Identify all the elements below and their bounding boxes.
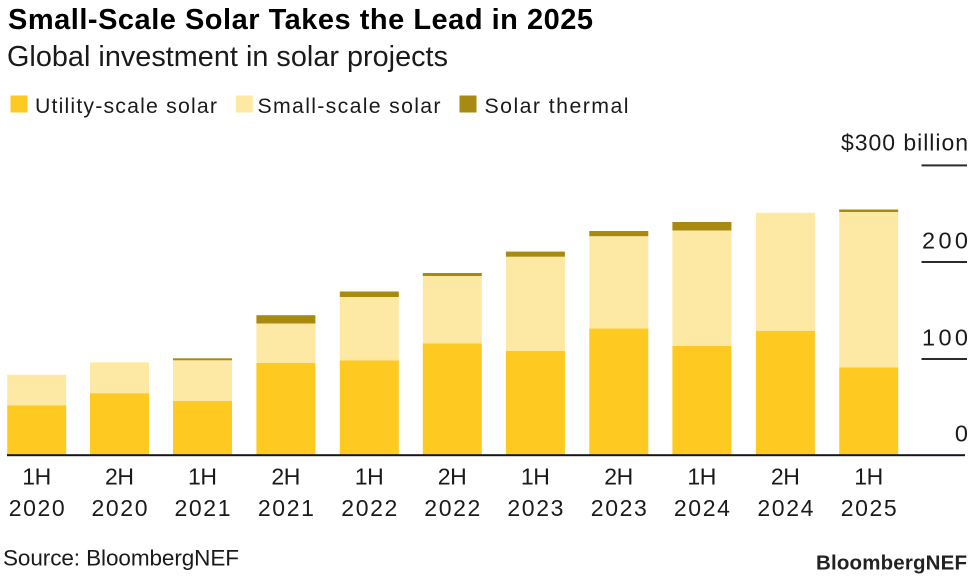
svg-text:2H: 2H <box>771 463 800 489</box>
svg-text:100: 100 <box>922 325 968 351</box>
svg-text:2H: 2H <box>105 463 134 489</box>
svg-text:2023: 2023 <box>591 495 647 521</box>
svg-text:0: 0 <box>955 421 968 447</box>
svg-text:2H: 2H <box>604 463 633 489</box>
svg-text:Global investment in solar pro: Global investment in solar projects <box>7 41 448 73</box>
svg-text:Small-scale solar: Small-scale solar <box>258 94 441 118</box>
svg-text:2022: 2022 <box>341 495 397 521</box>
svg-text:2020: 2020 <box>92 495 148 521</box>
svg-text:2023: 2023 <box>507 495 563 521</box>
svg-text:Solar thermal: Solar thermal <box>485 94 629 118</box>
svg-text:2024: 2024 <box>757 495 813 521</box>
svg-text:2020: 2020 <box>9 495 65 521</box>
svg-text:2022: 2022 <box>424 495 480 521</box>
svg-text:$300 billion: $300 billion <box>841 130 968 156</box>
svg-text:1H: 1H <box>22 463 51 489</box>
svg-text:1H: 1H <box>854 463 883 489</box>
svg-text:1H: 1H <box>188 463 217 489</box>
svg-text:BloombergNEF: BloombergNEF <box>816 552 967 575</box>
svg-text:1H: 1H <box>355 463 384 489</box>
svg-text:2021: 2021 <box>258 495 314 521</box>
svg-text:1H: 1H <box>687 463 716 489</box>
svg-text:200: 200 <box>922 228 968 254</box>
svg-text:2H: 2H <box>271 463 300 489</box>
svg-text:2021: 2021 <box>175 495 231 521</box>
svg-text:2024: 2024 <box>674 495 730 521</box>
svg-text:Small-Scale Solar Takes the Le: Small-Scale Solar Takes the Lead in 2025 <box>8 4 593 36</box>
svg-text:1H: 1H <box>521 463 550 489</box>
svg-text:2H: 2H <box>438 463 467 489</box>
svg-text:Source: BloombergNEF: Source: BloombergNEF <box>3 546 239 571</box>
svg-text:2025: 2025 <box>841 495 897 521</box>
